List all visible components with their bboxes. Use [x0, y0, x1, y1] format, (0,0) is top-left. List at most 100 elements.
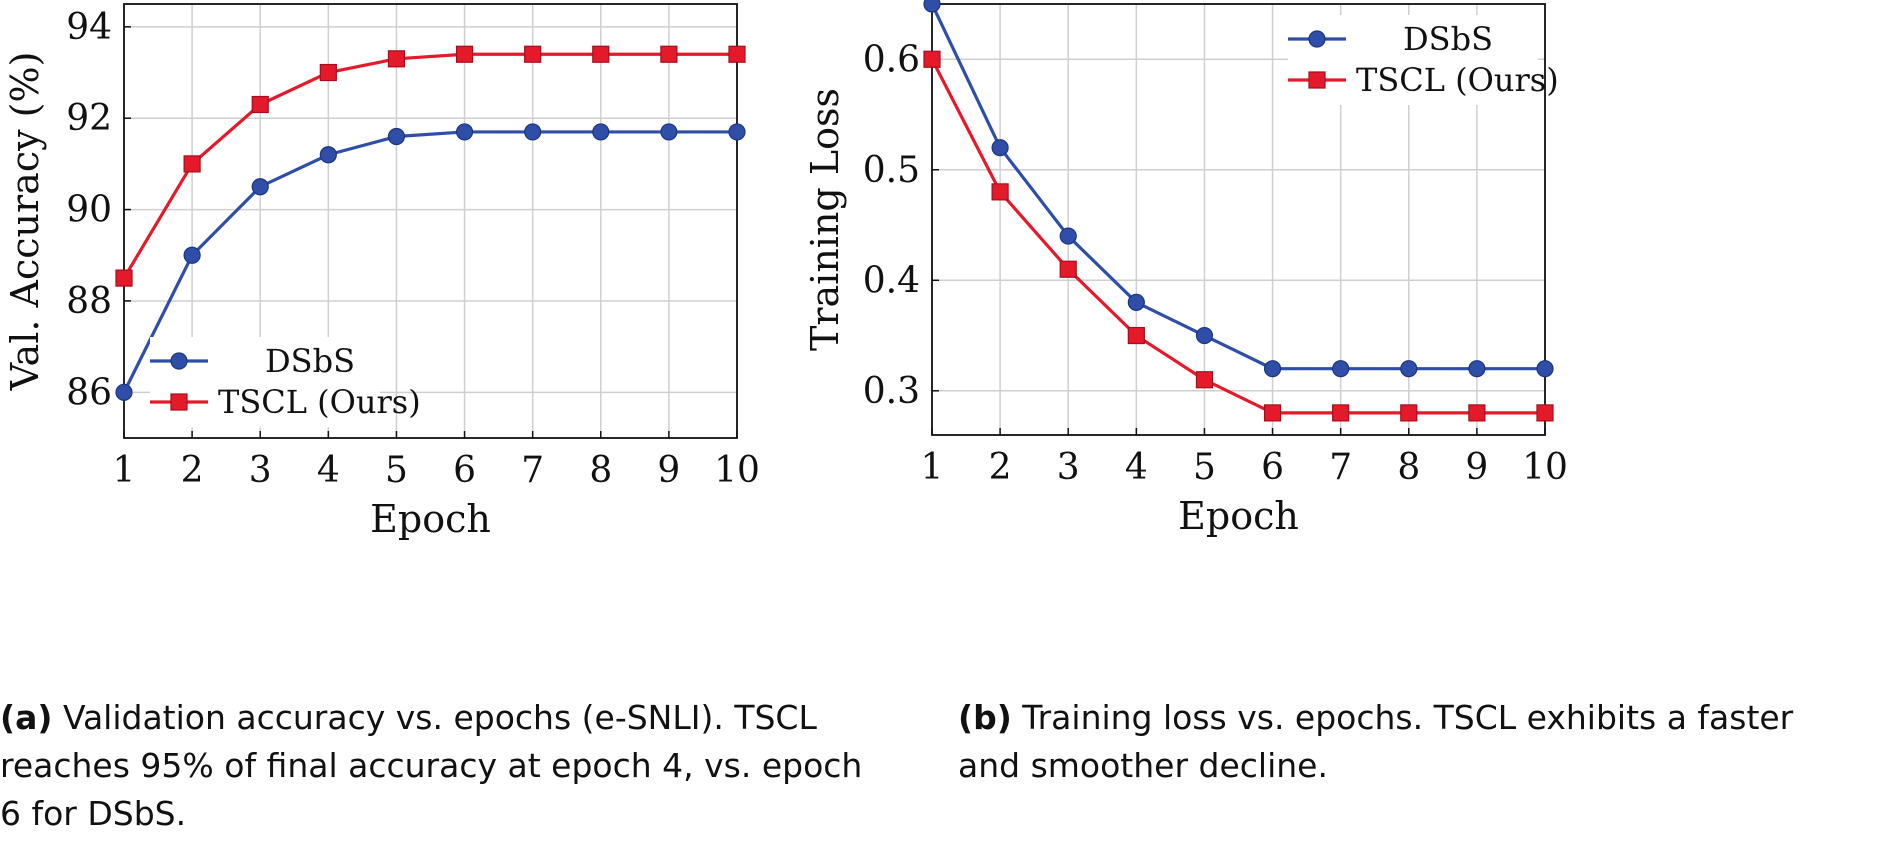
- chart-panel-a: 1 2 3 4 5 6 7 8 9 10 86 88 90 92 94 Epoch Val. Accuracy …: [3, 3, 760, 541]
- plot-frame-a: [123, 3, 738, 439]
- x-tick-label: 7: [1329, 447, 1352, 488]
- data-point: [387, 127, 406, 146]
- data-point: [524, 45, 542, 63]
- caption-a-line-2: reaches 95% of final accuracy at epoch 4…: [0, 746, 863, 785]
- data-point: [1059, 260, 1077, 278]
- data-point: [1468, 404, 1486, 422]
- x-tick-label: 4: [317, 450, 340, 491]
- data-point: [319, 63, 337, 82]
- legend-marker: [170, 393, 188, 411]
- caption-a: (a) Validation accuracy vs. epochs (e-SN…: [0, 694, 930, 838]
- data-point: [524, 123, 542, 141]
- caption-b-line-2: and smoother decline.: [958, 746, 1328, 785]
- data-point: [1127, 326, 1145, 345]
- x-tick-label: 9: [657, 450, 680, 491]
- legend-label: DSbS: [1403, 20, 1493, 58]
- x-tick-label: 8: [1397, 447, 1420, 488]
- data-point: [1536, 404, 1554, 422]
- legend-marker: [170, 352, 188, 370]
- data-point: [1195, 326, 1214, 345]
- data-point: [251, 178, 269, 196]
- data-point: [1400, 360, 1418, 378]
- data-point: [728, 45, 746, 63]
- x-tick-label: 4: [1125, 447, 1148, 488]
- y-tick-label: 0.5: [863, 150, 920, 191]
- x-tick-label: 1: [113, 450, 136, 491]
- data-point: [1468, 360, 1486, 378]
- x-tick-label: 6: [453, 450, 476, 491]
- caption-b-line-1: Training loss vs. epochs. TSCL exhibits …: [1022, 698, 1794, 737]
- data-point: [455, 123, 474, 141]
- legend-box: [1288, 15, 1538, 105]
- data-point: [923, 50, 941, 68]
- legend-marker: [1308, 71, 1326, 89]
- data-point: [1127, 293, 1145, 311]
- x-tick-label: 10: [1522, 447, 1568, 488]
- x-tick-label: 2: [181, 450, 204, 491]
- x-tick-label: 5: [385, 450, 408, 491]
- legend-label: DSbS: [265, 342, 355, 380]
- data-point: [991, 139, 1009, 157]
- y-tick-label: 90: [66, 190, 112, 231]
- series-line: [124, 52, 737, 279]
- data-point: [728, 123, 746, 141]
- series-line: [932, 58, 1545, 415]
- legend-box: [150, 337, 380, 427]
- series-tscl-ours-: [115, 45, 746, 287]
- data-point: [387, 50, 406, 68]
- data-point: [1195, 371, 1214, 389]
- data-point: [592, 45, 610, 63]
- data-point: [660, 45, 678, 63]
- x-axis-label: Epoch: [370, 497, 491, 541]
- legend-label: TSCL (Ours): [218, 383, 421, 421]
- data-point: [1332, 360, 1350, 378]
- y-tick-label: 94: [66, 7, 112, 48]
- chart-panel-b: 1 2 3 4 5 6 7 8 9 10 0.3 0.4 0.5 0.6 Epoch Training Los…: [803, 0, 1568, 538]
- data-point: [991, 183, 1009, 201]
- x-tick-label: 2: [989, 447, 1012, 488]
- data-point: [1332, 404, 1350, 422]
- data-point: [115, 269, 133, 287]
- data-point: [660, 123, 678, 141]
- y-axis-label: Val. Accuracy (%): [3, 52, 47, 392]
- caption-a-line-1: Validation accuracy vs. epochs (e-SNLI).…: [62, 698, 817, 737]
- data-point: [1263, 360, 1282, 378]
- series-tscl-ours-: [923, 50, 1554, 422]
- data-point: [319, 146, 337, 164]
- data-point: [923, 0, 941, 13]
- series-line: [124, 130, 737, 394]
- data-point: [183, 155, 201, 173]
- series-line: [932, 4, 1545, 371]
- data-point: [115, 383, 133, 401]
- y-tick-label: 86: [66, 372, 112, 413]
- data-point: [1263, 404, 1282, 422]
- x-tick-label: 9: [1465, 447, 1488, 488]
- x-tick-label: 3: [249, 450, 272, 491]
- x-tick-label: 6: [1261, 447, 1284, 488]
- x-tick-label: 10: [714, 450, 760, 491]
- legend-label: TSCL (Ours): [1356, 61, 1559, 99]
- series-dsbs: [115, 123, 746, 401]
- data-point: [251, 95, 269, 114]
- x-axis-label: Epoch: [1178, 494, 1299, 538]
- data-point: [1536, 360, 1554, 378]
- data-point: [1400, 404, 1418, 422]
- data-point: [1059, 227, 1077, 245]
- caption-a-line-3: 6 for DSbS.: [0, 794, 187, 833]
- x-tick-label: 5: [1193, 447, 1216, 488]
- series-dsbs: [923, 0, 1554, 378]
- x-tick-label: 8: [589, 450, 612, 491]
- caption-b: (b) Training loss vs. epochs. TSCL exhib…: [958, 694, 1878, 790]
- legend-marker: [1308, 30, 1326, 48]
- y-tick-label: 88: [66, 281, 112, 322]
- y-tick-label: 0.6: [863, 39, 920, 80]
- x-tick-label: 1: [921, 447, 944, 488]
- y-tick-label: 92: [66, 98, 112, 139]
- data-point: [455, 45, 474, 63]
- caption-a-tag: (a): [0, 698, 53, 737]
- data-point: [592, 123, 610, 141]
- y-tick-label: 0.4: [863, 260, 920, 301]
